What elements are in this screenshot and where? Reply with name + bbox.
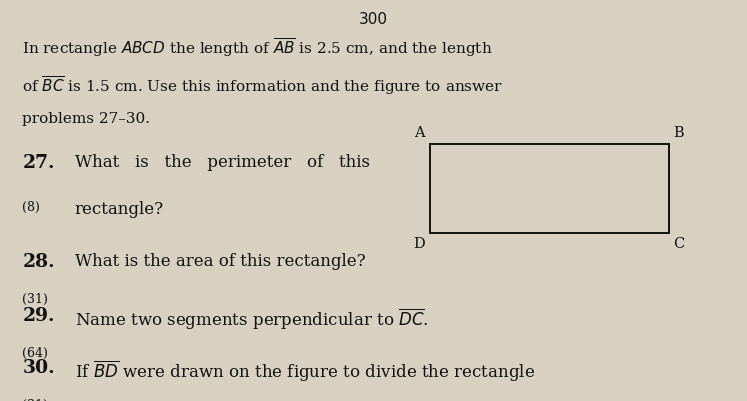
- Text: In rectangle $\it{ABCD}$ the length of $\overline{AB}$ is 2.5 cm, and the length: In rectangle $\it{ABCD}$ the length of $…: [22, 36, 493, 59]
- Text: What is the area of this rectangle?: What is the area of this rectangle?: [75, 253, 365, 269]
- Text: of $\overline{BC}$ is 1.5 cm. Use this information and the figure to answer: of $\overline{BC}$ is 1.5 cm. Use this i…: [22, 74, 503, 97]
- Text: What   is   the   perimeter   of   this: What is the perimeter of this: [75, 154, 370, 171]
- Text: 30.: 30.: [22, 359, 55, 377]
- Text: (31): (31): [22, 399, 49, 401]
- Bar: [430, 144, 669, 233]
- Text: D: D: [413, 237, 425, 251]
- Text: problems 27–30.: problems 27–30.: [22, 112, 150, 126]
- Text: A: A: [415, 126, 425, 140]
- Text: 300: 300: [359, 12, 388, 27]
- Text: rectangle?: rectangle?: [75, 200, 164, 217]
- Text: If $\overline{BD}$ were drawn on the figure to divide the rectangle: If $\overline{BD}$ were drawn on the fig…: [75, 359, 535, 384]
- Text: (8): (8): [22, 200, 40, 213]
- Text: (64): (64): [22, 347, 49, 360]
- Text: B: B: [673, 126, 684, 140]
- Text: 29.: 29.: [22, 307, 55, 325]
- Text: C: C: [673, 237, 684, 251]
- Text: 27.: 27.: [22, 154, 55, 172]
- Text: Name two segments perpendicular to $\overline{DC}$.: Name two segments perpendicular to $\ove…: [75, 307, 428, 332]
- Text: (31): (31): [22, 293, 49, 306]
- Text: 28.: 28.: [22, 253, 55, 271]
